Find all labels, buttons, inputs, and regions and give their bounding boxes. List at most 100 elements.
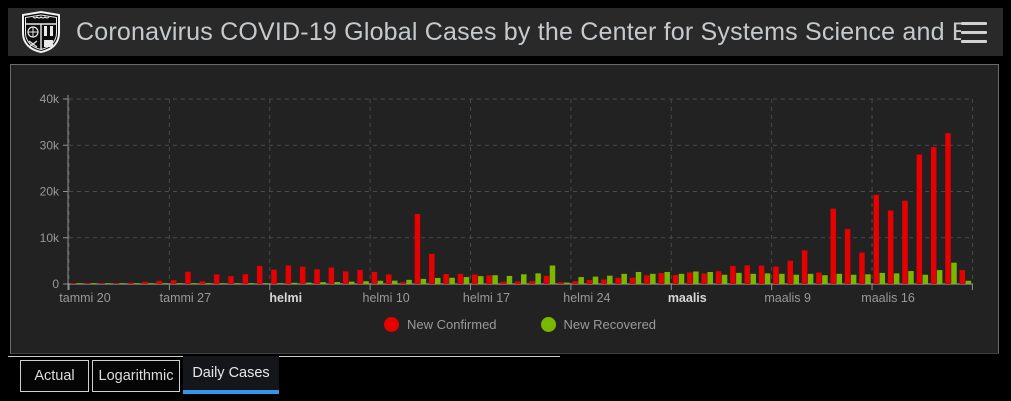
bar-new-recovered[interactable]	[406, 279, 412, 284]
bar-new-recovered[interactable]	[176, 283, 183, 284]
bar-new-recovered[interactable]	[162, 283, 169, 284]
bar-new-recovered[interactable]	[535, 273, 541, 284]
bar-new-recovered[interactable]	[492, 275, 498, 284]
bar-new-recovered[interactable]	[807, 273, 814, 284]
bar-new-confirmed[interactable]	[342, 271, 349, 284]
bar-new-confirmed[interactable]	[500, 281, 507, 284]
bar-new-recovered[interactable]	[521, 274, 527, 284]
bar-new-recovered[interactable]	[219, 283, 226, 284]
bar-new-recovered[interactable]	[191, 283, 197, 284]
bar-new-confirmed[interactable]	[199, 281, 206, 284]
bar-new-recovered[interactable]	[119, 283, 126, 284]
bar-new-confirmed[interactable]	[414, 213, 421, 284]
bar-new-recovered[interactable]	[76, 283, 83, 284]
bar-new-recovered[interactable]	[363, 281, 369, 284]
bar-new-recovered[interactable]	[262, 283, 269, 284]
bar-new-confirmed[interactable]	[256, 265, 263, 284]
bar-new-confirmed[interactable]	[744, 265, 750, 284]
bar-new-confirmed[interactable]	[142, 281, 148, 284]
bar-new-confirmed[interactable]	[830, 208, 837, 284]
bar-new-confirmed[interactable]	[787, 260, 794, 284]
bar-new-confirmed[interactable]	[457, 273, 464, 284]
bar-new-confirmed[interactable]	[644, 275, 650, 284]
bar-new-recovered[interactable]	[305, 282, 312, 284]
tab-logarithmic[interactable]: Logarithmic	[92, 360, 180, 392]
bar-new-confirmed[interactable]	[615, 277, 621, 284]
bar-new-recovered[interactable]	[105, 283, 111, 284]
bar-new-confirmed[interactable]	[314, 269, 320, 284]
bar-new-recovered[interactable]	[549, 265, 556, 285]
bar-new-confirmed[interactable]	[127, 282, 134, 284]
bar-new-confirmed[interactable]	[730, 265, 736, 284]
bar-new-recovered[interactable]	[850, 274, 857, 284]
bar-new-confirmed[interactable]	[429, 253, 435, 284]
bar-new-recovered[interactable]	[463, 277, 470, 284]
legend-item-new-confirmed[interactable]: New Confirmed	[383, 317, 497, 332]
bar-new-confirmed[interactable]	[529, 281, 535, 284]
bar-new-recovered[interactable]	[965, 280, 972, 284]
johns-hopkins-logo-icon[interactable]	[21, 11, 61, 53]
bar-new-confirmed[interactable]	[285, 265, 292, 285]
bar-new-recovered[interactable]	[234, 283, 240, 284]
bar-new-confirmed[interactable]	[887, 210, 894, 284]
bar-new-recovered[interactable]	[865, 274, 871, 284]
bar-new-recovered[interactable]	[893, 273, 900, 284]
bar-new-recovered[interactable]	[721, 274, 728, 284]
bar-new-recovered[interactable]	[277, 283, 283, 284]
bar-new-recovered[interactable]	[564, 282, 570, 284]
bar-new-recovered[interactable]	[148, 283, 154, 284]
bar-new-recovered[interactable]	[248, 283, 255, 284]
bar-new-recovered[interactable]	[951, 262, 957, 284]
bar-new-recovered[interactable]	[908, 271, 914, 284]
bar-new-confirmed[interactable]	[629, 277, 636, 284]
bar-new-recovered[interactable]	[793, 274, 800, 284]
bar-new-recovered[interactable]	[822, 275, 828, 284]
bar-new-confirmed[interactable]	[873, 194, 880, 284]
bar-new-recovered[interactable]	[578, 277, 584, 284]
bar-new-confirmed[interactable]	[543, 275, 550, 284]
bar-new-confirmed[interactable]	[859, 252, 865, 284]
bar-new-confirmed[interactable]	[658, 273, 664, 284]
bar-new-recovered[interactable]	[750, 273, 756, 284]
bar-new-confirmed[interactable]	[844, 228, 851, 284]
bar-new-recovered[interactable]	[377, 280, 384, 284]
bar-new-recovered[interactable]	[449, 277, 455, 284]
bar-new-recovered[interactable]	[391, 280, 398, 284]
bar-new-confirmed[interactable]	[400, 282, 406, 284]
tab-actual[interactable]: Actual	[20, 360, 89, 392]
bar-new-confirmed[interactable]	[185, 271, 191, 284]
bar-new-confirmed[interactable]	[930, 147, 937, 284]
bar-new-recovered[interactable]	[420, 278, 427, 284]
bar-new-confirmed[interactable]	[916, 154, 923, 285]
bar-new-recovered[interactable]	[736, 272, 742, 284]
bar-new-confirmed[interactable]	[299, 266, 306, 284]
bar-new-confirmed[interactable]	[601, 279, 607, 284]
bar-new-confirmed[interactable]	[715, 271, 722, 284]
bar-new-confirmed[interactable]	[170, 280, 177, 284]
menu-hamburger-icon[interactable]	[961, 21, 987, 43]
bar-new-recovered[interactable]	[779, 273, 785, 284]
bar-new-confirmed[interactable]	[959, 270, 966, 285]
bar-new-confirmed[interactable]	[687, 272, 693, 284]
bar-new-confirmed[interactable]	[801, 250, 808, 284]
bar-new-confirmed[interactable]	[84, 283, 91, 284]
bar-new-confirmed[interactable]	[515, 281, 521, 284]
bar-new-recovered[interactable]	[506, 275, 513, 284]
bar-new-recovered[interactable]	[922, 274, 929, 284]
bar-new-confirmed[interactable]	[486, 275, 492, 285]
bar-new-recovered[interactable]	[607, 275, 613, 284]
bar-new-recovered[interactable]	[635, 271, 642, 284]
bar-new-confirmed[interactable]	[902, 200, 908, 284]
bar-new-recovered[interactable]	[478, 276, 484, 284]
bar-new-recovered[interactable]	[693, 271, 699, 284]
bar-new-recovered[interactable]	[707, 271, 713, 284]
bar-new-confirmed[interactable]	[758, 265, 765, 284]
bar-new-confirmed[interactable]	[213, 274, 220, 284]
bar-new-confirmed[interactable]	[271, 269, 277, 284]
bar-new-confirmed[interactable]	[672, 275, 679, 284]
bar-new-recovered[interactable]	[334, 282, 341, 284]
bar-new-recovered[interactable]	[764, 273, 771, 284]
bar-new-confirmed[interactable]	[572, 281, 578, 284]
bar-new-recovered[interactable]	[205, 283, 212, 284]
bar-new-confirmed[interactable]	[816, 272, 822, 284]
